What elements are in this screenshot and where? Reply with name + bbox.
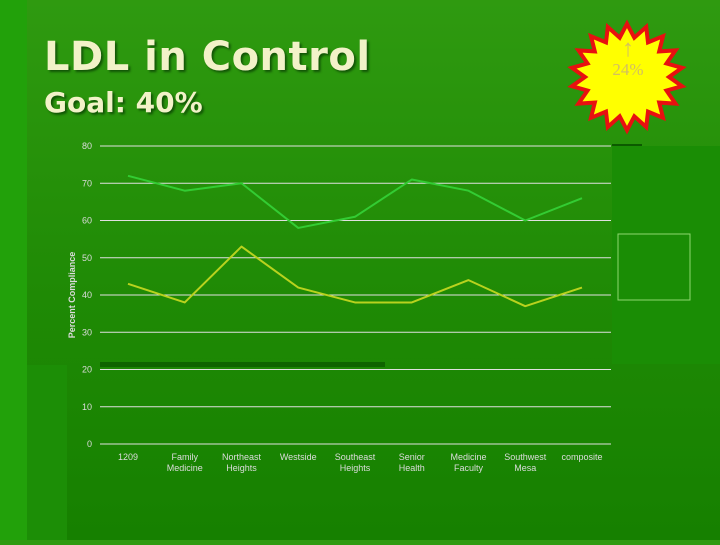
x-tick-label: 1209 [118, 452, 138, 462]
slide-title: LDL in Control [44, 34, 371, 80]
legend-box [617, 233, 691, 301]
y-tick-label: 80 [82, 141, 92, 151]
y-tick-label: 50 [82, 253, 92, 263]
x-tick-label: Southwest Mesa [504, 452, 547, 473]
left-decor-block [27, 365, 67, 540]
y-tick-label: 0 [87, 439, 92, 449]
x-tick-label: Northeast Heights [222, 452, 262, 473]
series-line-2 [127, 245, 583, 308]
slide-subtitle: Goal: 40% [44, 86, 203, 119]
y-tick-label: 10 [82, 402, 92, 412]
y-tick-label: 40 [82, 290, 92, 300]
callout-value: 24% [612, 60, 644, 79]
left-decor-strip [0, 0, 27, 540]
chart-gridlines [100, 145, 611, 445]
y-tick-label: 60 [82, 216, 92, 226]
y-tick-label: 30 [82, 327, 92, 337]
chart-x-tick-labels: 1209 Family Medicine Northeast Heights Westsi… [118, 452, 603, 473]
starburst-callout [567, 19, 687, 135]
x-tick-label: Family Medicine [167, 452, 203, 473]
y-tick-label: 70 [82, 178, 92, 188]
chart-y-tick-labels: 0 10 20 30 40 50 60 70 80 [82, 141, 92, 449]
chart-series [127, 174, 583, 308]
x-tick-label: Medicine Faculty [450, 452, 486, 473]
x-tick-label: Southeast Heights [335, 452, 376, 473]
x-tick-label: Senior Health [399, 452, 425, 473]
up-arrow-icon: ↑ [622, 36, 634, 62]
chart-right-panel [612, 146, 720, 364]
callout-text: ↑ 24% [588, 36, 668, 80]
series-line-1 [127, 174, 583, 229]
chart-mid-shadow-bar [100, 362, 385, 367]
x-tick-label: composite [561, 452, 602, 462]
y-axis-label: Percent Compliance [67, 252, 77, 339]
x-tick-label: Westside [280, 452, 317, 462]
y-tick-label: 20 [82, 365, 92, 375]
